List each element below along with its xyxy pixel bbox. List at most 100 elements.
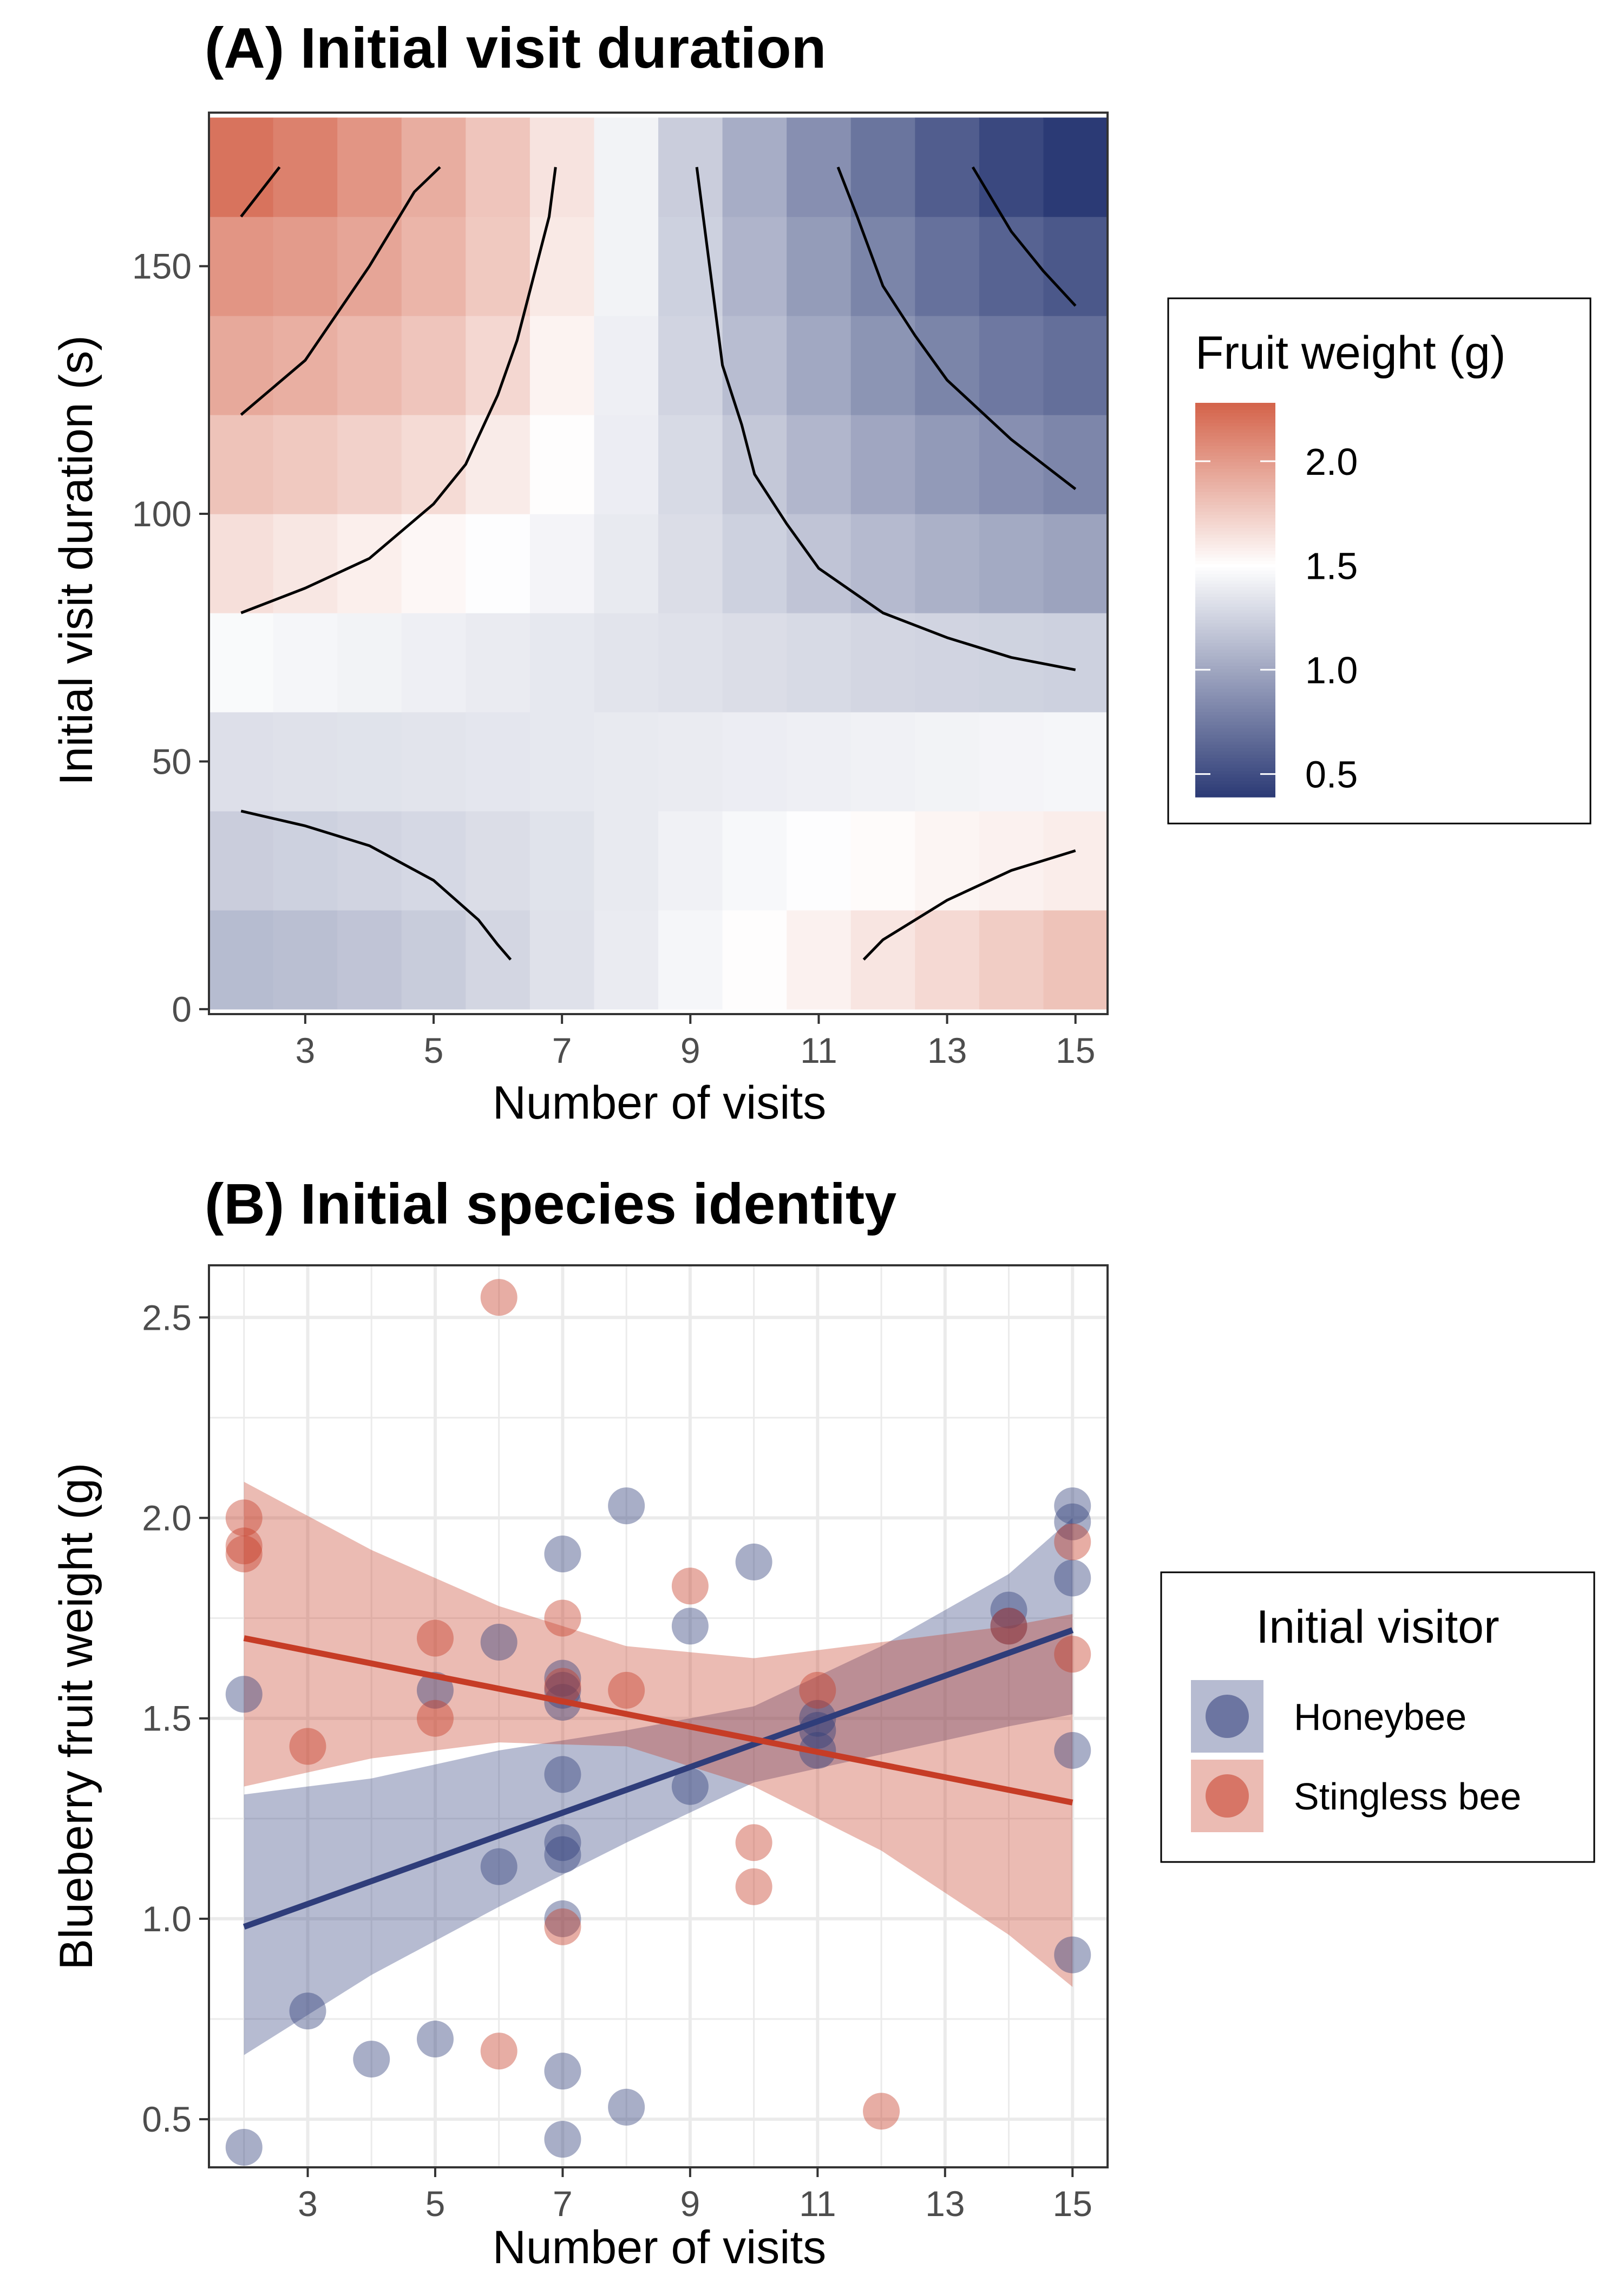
data-point: [289, 1728, 326, 1765]
heatmap-cell: [529, 811, 595, 911]
data-point: [225, 1535, 263, 1573]
data-point: [1054, 1731, 1091, 1769]
x-tick-label: 3: [295, 1030, 315, 1070]
heatmap-cell: [722, 711, 787, 812]
heatmap-cell: [401, 514, 466, 613]
y-tick-label: 100: [132, 494, 192, 534]
x-tick-label: 5: [424, 1030, 444, 1070]
colorbar-segment: [1195, 573, 1275, 578]
data-point: [480, 1624, 518, 1661]
colorbar-segment: [1195, 695, 1275, 699]
heatmap-cell: [594, 415, 659, 514]
data-point: [1054, 1636, 1091, 1673]
contour-line: [695, 167, 1076, 671]
colorbar-segment: [1195, 448, 1275, 453]
heatmap-cell: [787, 514, 852, 613]
colorbar-segment: [1195, 590, 1275, 594]
heatmap-cell: [209, 910, 274, 1010]
panel-b-gridlines: [209, 1265, 1108, 2167]
panel-b-y-label: Blueberry fruit weight (g): [50, 1463, 102, 1970]
heatmap-cell: [529, 612, 595, 713]
x-tick-label: 9: [680, 1030, 700, 1070]
heatmap-cell: [787, 612, 852, 713]
colorbar-segment: [1195, 501, 1275, 505]
colorbar-segment: [1195, 757, 1275, 762]
colorbar-segment: [1195, 619, 1275, 624]
colorbar-segment: [1195, 659, 1275, 663]
colorbar-segment: [1195, 567, 1275, 571]
y-tick-label: 2.5: [142, 1297, 192, 1337]
colorbar-segment: [1195, 702, 1275, 705]
heatmap-cell: [337, 316, 402, 415]
data-point: [416, 1671, 454, 1709]
heatmap-cell: [850, 811, 915, 911]
data-point: [353, 2041, 390, 2078]
heatmap-cell: [915, 415, 980, 514]
heatmap-cell: [979, 415, 1044, 514]
heatmap-cell: [529, 217, 595, 316]
heatmap-cell: [209, 316, 274, 415]
colorbar-segment: [1195, 521, 1275, 525]
data-point: [544, 1599, 581, 1637]
heatmap-cell: [466, 117, 531, 217]
colorbar-segment: [1195, 442, 1275, 446]
contour-line: [240, 166, 441, 416]
colorbar-segment: [1195, 570, 1275, 574]
heatmap-cell: [337, 415, 402, 514]
colorbar-segment: [1195, 403, 1275, 407]
colorbar-segment: [1195, 780, 1275, 785]
colorbar-segment: [1195, 560, 1275, 565]
colorbar-segment: [1195, 724, 1275, 729]
data-point: [544, 1659, 581, 1697]
confidence-ribbon: [244, 1518, 1073, 2055]
heatmap-cell: [915, 910, 980, 1010]
colorbar-segment: [1195, 754, 1275, 758]
data-point: [1054, 1559, 1091, 1597]
data-point: [608, 1487, 645, 1525]
colorbar-segment: [1195, 406, 1275, 410]
heatmap-cell: [209, 217, 274, 316]
panel-a-y-label: Initial visit duration (s): [50, 335, 102, 786]
colorbar-segment: [1195, 691, 1275, 696]
colorbar-segment: [1195, 583, 1275, 587]
colorbar-segment: [1195, 564, 1275, 568]
data-point: [544, 1756, 581, 1793]
colorbar-segment: [1195, 715, 1275, 719]
colorbar-segment: [1195, 632, 1275, 637]
colorbar-title: Fruit weight (g): [1195, 327, 1506, 379]
colorbar-segment: [1195, 557, 1275, 561]
colorbar-segment: [1195, 494, 1275, 499]
heatmap-cell: [594, 514, 659, 613]
colorbar-segment: [1195, 761, 1275, 765]
data-point: [416, 2021, 454, 2058]
heatmap-cell: [915, 117, 980, 217]
heatmap-cell: [209, 514, 274, 613]
data-point: [544, 2121, 581, 2158]
data-point: [544, 1908, 581, 1945]
heatmap-cell: [273, 415, 338, 514]
colorbar-segment: [1195, 432, 1275, 436]
colorbar-segment: [1195, 419, 1275, 423]
colorbar-segment: [1195, 593, 1275, 597]
colorbar-segment: [1195, 603, 1275, 607]
panel-a-title: (A) Initial visit duration: [205, 16, 826, 80]
colorbar-segment: [1195, 534, 1275, 538]
colorbar-segment: [1195, 580, 1275, 584]
data-point: [416, 1700, 454, 1737]
data-point: [671, 1768, 709, 1805]
colorbar-segment: [1195, 488, 1275, 492]
heatmap-cell: [273, 217, 338, 316]
colorbar-segment: [1195, 662, 1275, 666]
colorbar-segment: [1195, 764, 1275, 768]
y-tick-label: 50: [152, 741, 192, 781]
heatmap-cell: [273, 316, 338, 415]
heatmap-cell: [787, 217, 852, 316]
colorbar-segment: [1195, 748, 1275, 752]
heatmap-cell: [529, 316, 595, 415]
heatmap-cell: [658, 711, 723, 812]
heatmap-cell: [658, 217, 723, 316]
colorbar-segment: [1195, 551, 1275, 554]
colorbar-segment: [1195, 688, 1275, 692]
heatmap-cell: [337, 612, 402, 713]
